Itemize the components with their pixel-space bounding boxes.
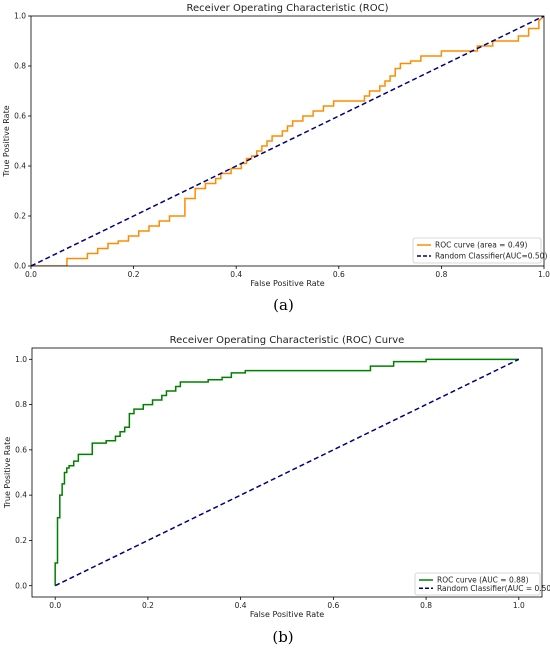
random-classifier-line	[31, 16, 544, 266]
panel-label: (a)	[273, 296, 294, 314]
x-tick-label: 0.2	[142, 601, 154, 610]
chart-panel-a: Receiver Operating Characteristic (ROC) 0…	[2, 3, 550, 314]
x-tick-label: 0.8	[435, 270, 447, 279]
legend-box	[412, 237, 542, 264]
x-tick-label: 0.4	[230, 270, 242, 279]
legend-label: Random Classifier(AUC=0.50)	[435, 252, 547, 261]
x-tick-label: 1.0	[513, 601, 525, 610]
roc-curve-line	[31, 16, 544, 266]
x-axis-label: False Positive Rate	[250, 279, 324, 288]
y-tick-label: 0.4	[15, 491, 27, 500]
legend-label: ROC curve (area = 0.49)	[435, 241, 528, 250]
legend: ROC curve (area = 0.49) Random Classifier…	[412, 237, 547, 264]
y-tick-label: 1.0	[14, 12, 26, 21]
x-tick-label: 0.0	[49, 601, 61, 610]
x-tick-label: 0.2	[128, 270, 140, 279]
roc-curve-line	[54, 358, 519, 586]
y-axis-label: True Positive Rate	[3, 437, 12, 509]
y-tick-label: 0.8	[14, 62, 26, 71]
y-tick-label: 0.6	[14, 112, 26, 121]
x-tick-label: 0.6	[327, 601, 339, 610]
legend: ROC curve (AUC = 0.88)Random Classifier(…	[414, 572, 550, 596]
panel-label: (b)	[272, 628, 293, 646]
x-tick-label: 0.8	[420, 601, 432, 610]
chart-panel-b: Receiver Operating Characteristic (ROC) …	[3, 335, 550, 646]
x-axis-label: False Positive Rate	[250, 610, 324, 619]
legend-label: ROC curve (AUC = 0.88)	[437, 576, 529, 585]
random-classifier-line	[54, 358, 520, 587]
y-tick-label: 0.8	[15, 400, 27, 409]
plot-frame	[31, 347, 543, 598]
x-tick-label: 1.0	[538, 270, 550, 279]
y-tick-label: 0.2	[15, 536, 27, 545]
y-tick-label: 0.2	[14, 212, 26, 221]
x-tick-label: 0.4	[235, 601, 247, 610]
chart-title: Receiver Operating Characteristic (ROC)	[187, 3, 389, 14]
legend-label: Random Classifier(AUC = 0.50)	[437, 584, 550, 593]
legend-box	[414, 572, 541, 596]
x-tick-label: 0.6	[333, 270, 345, 279]
y-tick-label: 0.6	[15, 445, 27, 454]
y-tick-label: 0.4	[14, 162, 26, 171]
y-axis-label: True Positive Rate	[2, 105, 11, 177]
y-tick-label: 0.0	[14, 262, 26, 271]
x-tick-label: 0.0	[25, 270, 37, 279]
chart-title: Receiver Operating Characteristic (ROC) …	[170, 335, 405, 346]
y-tick-label: 1.0	[15, 355, 27, 364]
plot-frame	[30, 15, 545, 267]
y-tick-label: 0.0	[15, 581, 27, 590]
